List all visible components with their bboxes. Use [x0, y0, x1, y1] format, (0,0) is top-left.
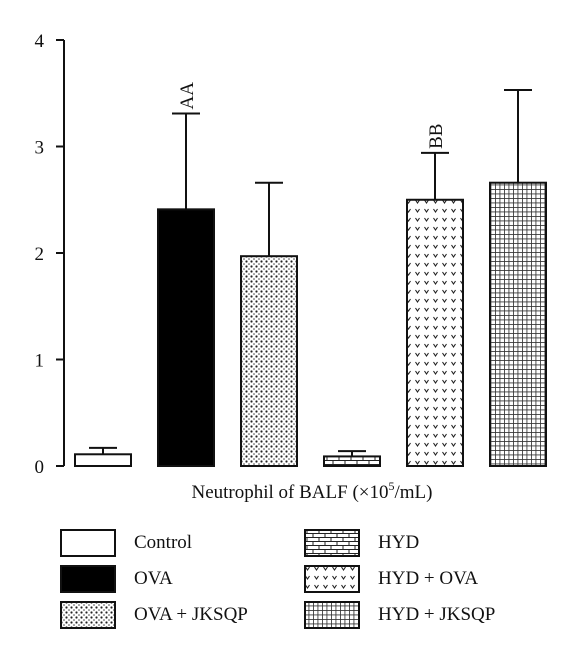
y-tick-label: 0: [35, 457, 45, 478]
legend-item-hyd-jksqp: HYD + JKSQP: [304, 600, 495, 630]
legend-item-ova-jksqp: OVA + JKSQP: [60, 600, 248, 630]
error-bar-hyd-ova: [421, 151, 449, 200]
error-bar-ova-jksqp: [255, 181, 283, 257]
legend-item-control: Control: [60, 528, 192, 558]
legend-swatch-hyd: [304, 529, 360, 557]
bars-group: [74, 181, 547, 468]
bar-chart: 0 1 2 3 4 AA BB Neutrophil of BALF (×105/mL): [35, 31, 547, 503]
legend-swatch-hyd-ova: [304, 565, 360, 593]
axes: 0 1 2 3 4: [35, 31, 65, 478]
y-tick-label: 3: [35, 138, 45, 159]
legend-swatch-ova: [60, 565, 116, 593]
x-axis-label: Neutrophil of BALF (×105/mL): [191, 479, 432, 503]
error-bar-hyd: [338, 450, 366, 457]
legend-swatch-control: [60, 529, 116, 557]
y-tick-label: 1: [35, 351, 45, 372]
bar-hyd: [323, 455, 381, 468]
bar-ova-jksqp: [240, 255, 298, 467]
annotation-aa: AA: [177, 82, 198, 110]
legend-label: Control: [134, 532, 193, 553]
legend-label: HYD + OVA: [378, 568, 479, 589]
y-tick-label: 4: [35, 31, 45, 52]
legend-item-hyd: HYD: [304, 528, 419, 558]
y-tick-label: 2: [35, 244, 45, 265]
annotation-bb: BB: [426, 124, 447, 149]
error-bars-group: [89, 89, 532, 457]
legend-item-hyd-ova: HYD + OVA: [304, 564, 478, 594]
legend-label: HYD + JKSQP: [378, 604, 496, 625]
error-bar-control: [89, 446, 117, 455]
legend-item-ova: OVA: [60, 564, 173, 594]
legend-label: HYD: [378, 532, 420, 553]
bar-hyd-ova: [406, 198, 464, 467]
legend-label: OVA + JKSQP: [134, 604, 248, 625]
bar-hyd-jksqp: [489, 181, 547, 468]
legend-swatch-hyd-jksqp: [304, 601, 360, 629]
error-bar-ova: [172, 112, 200, 210]
annotations-group: AA BB: [177, 82, 447, 149]
error-bar-hyd-jksqp: [504, 89, 532, 183]
legend-label: OVA: [134, 568, 173, 589]
bar-ova: [157, 208, 215, 468]
legend-swatch-ova-jksqp: [60, 601, 116, 629]
bar-control: [74, 453, 132, 468]
legend: Control OVA OVA + JKSQP HYD HYD + OVA HY…: [60, 528, 580, 638]
